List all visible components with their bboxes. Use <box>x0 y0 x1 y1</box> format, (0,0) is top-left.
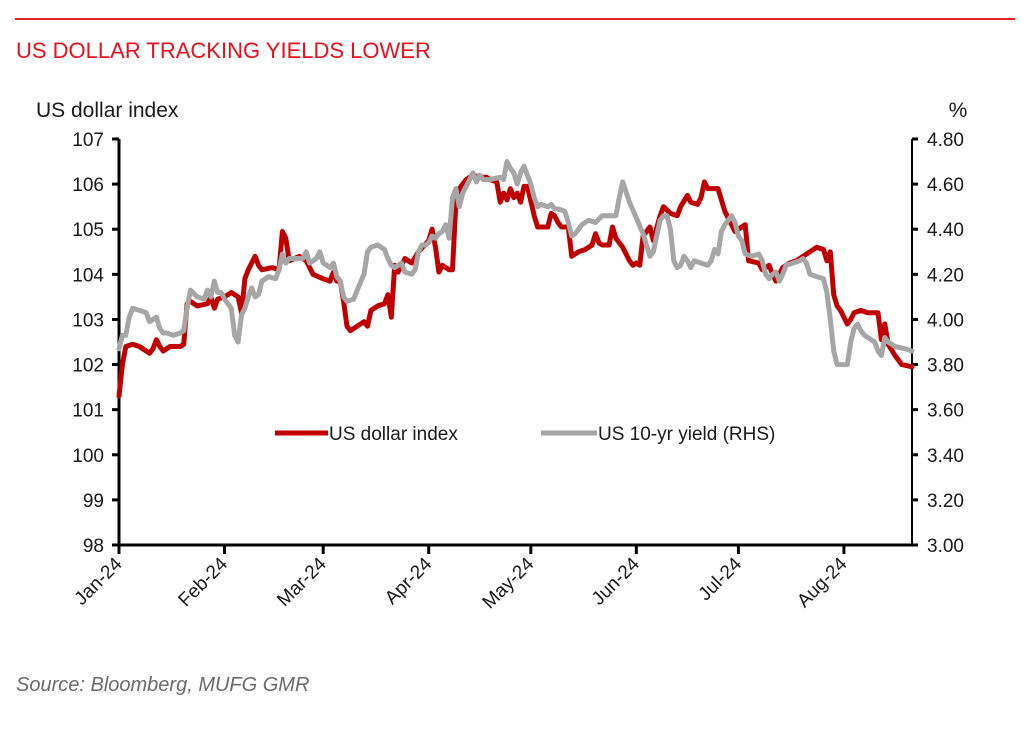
x-tick-label: Jan-24 <box>71 553 127 609</box>
left-axis-title: US dollar index <box>36 99 179 122</box>
x-tick-label: Jun-24 <box>588 553 644 609</box>
right-tick-label: 3.40 <box>927 446 964 467</box>
series-line-dxy <box>116 172 915 399</box>
left-tick-label: 107 <box>72 130 104 151</box>
x-tick-label: Aug-24 <box>793 553 851 611</box>
x-tick-label: Mar-24 <box>273 553 331 611</box>
right-tick-label: 3.60 <box>927 401 964 422</box>
x-tick-label: May-24 <box>479 553 539 613</box>
x-tick-label: Apr-24 <box>381 553 436 608</box>
right-tick-label: 4.40 <box>927 220 964 241</box>
legend-label-dxy: US dollar index <box>329 424 458 445</box>
left-tick-label: 106 <box>72 175 104 196</box>
x-tick-label: Jul-24 <box>695 553 747 605</box>
right-tick-label: 3.80 <box>927 356 964 377</box>
legend-label-yield: US 10-yr yield (RHS) <box>598 424 775 445</box>
right-tick-label: 3.20 <box>927 491 964 512</box>
right-tick-label: 4.20 <box>927 265 964 286</box>
left-tick-label: 99 <box>83 491 104 512</box>
right-tick-label: 3.00 <box>927 536 964 557</box>
right-tick-label: 4.60 <box>927 175 964 196</box>
x-tick-label: Feb-24 <box>175 553 233 611</box>
left-tick-label: 102 <box>72 356 104 377</box>
left-tick-label: 103 <box>72 310 104 331</box>
series-line-yield <box>116 159 915 368</box>
series-group <box>116 159 915 399</box>
left-tick-label: 104 <box>72 265 104 286</box>
left-tick-label: 101 <box>72 401 104 422</box>
right-tick-label: 4.00 <box>927 310 964 331</box>
left-tick-label: 98 <box>83 536 104 557</box>
left-tick-label: 100 <box>72 446 104 467</box>
right-tick-label: 4.80 <box>927 130 964 151</box>
source-note: Source: Bloomberg, MUFG GMR <box>16 674 310 696</box>
right-axis-title: % <box>949 99 968 122</box>
legend: US dollar index US 10-yr yield (RHS) <box>275 424 775 445</box>
axes: 98 99 100 101 102 103 104 105 106 107 3.00 3.20 3.40… <box>71 130 964 613</box>
chart-title: US DOLLAR TRACKING YIELDS LOWER <box>16 38 431 63</box>
header-rule <box>15 18 1015 20</box>
left-tick-label: 105 <box>72 220 104 241</box>
